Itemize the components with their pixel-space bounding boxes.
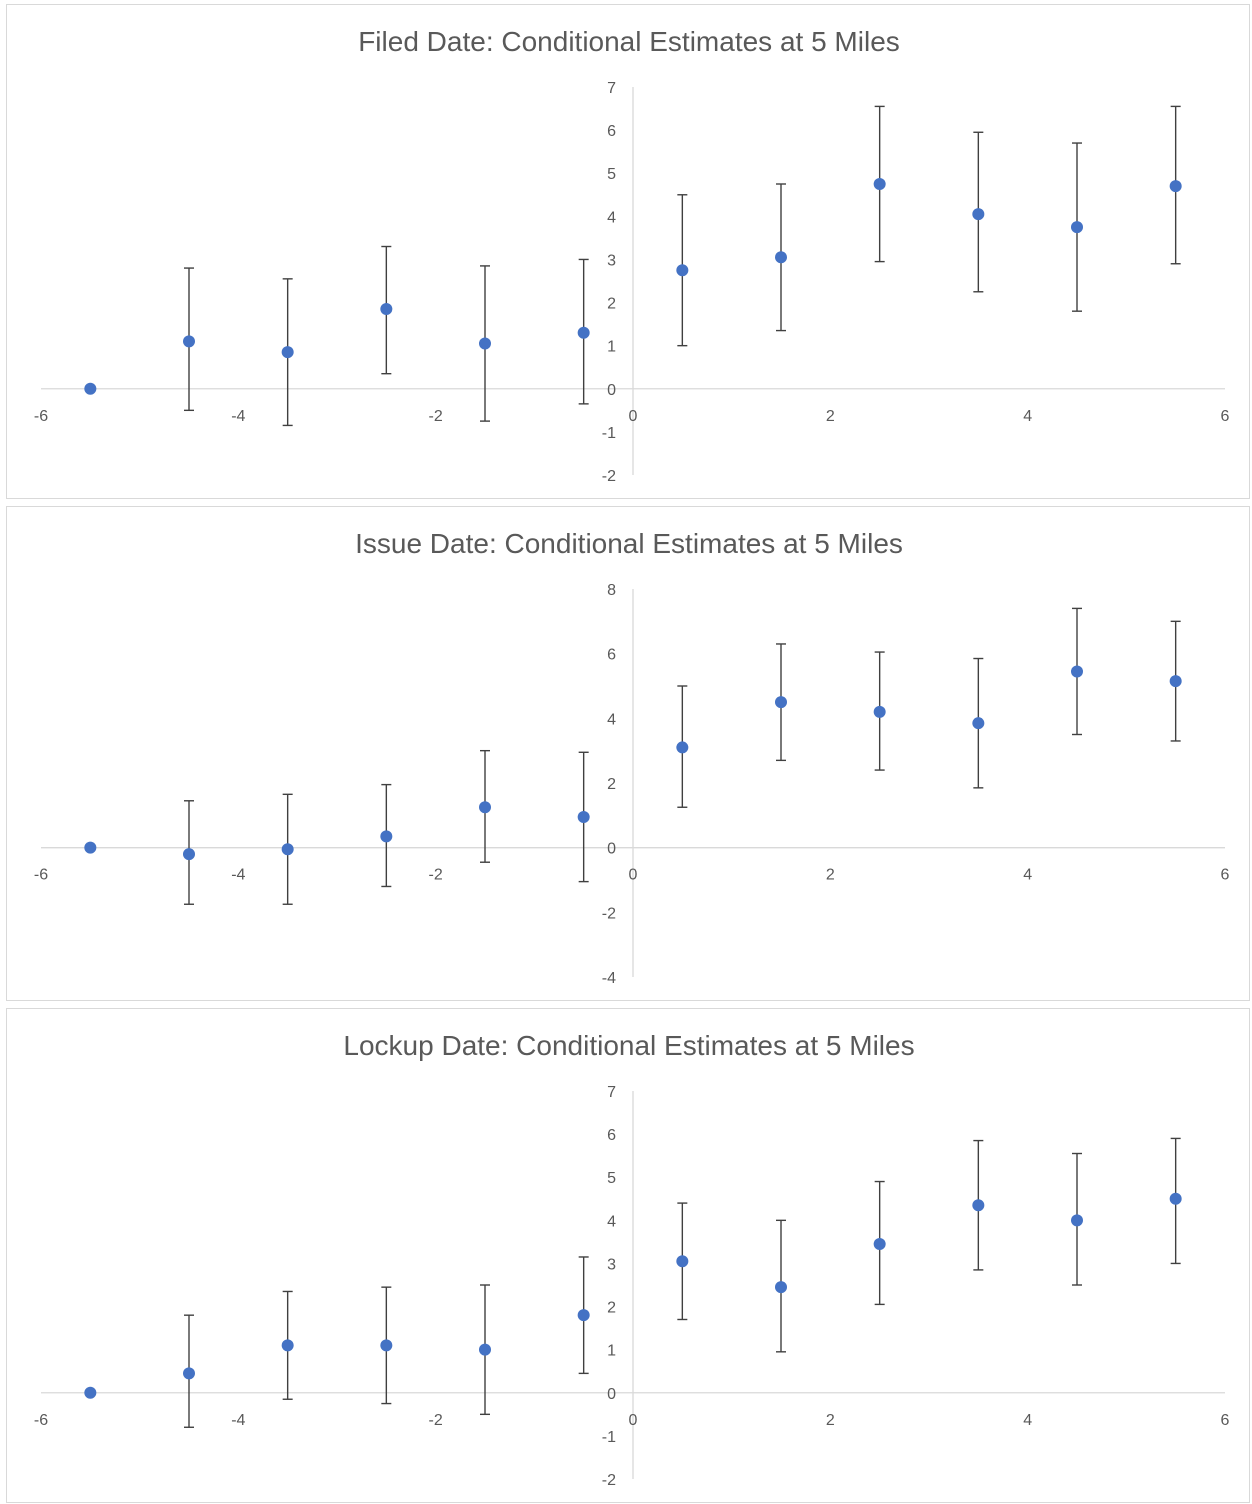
data-point: [972, 717, 985, 730]
data-point: [1071, 665, 1083, 678]
x-tick-label: 0: [629, 867, 638, 884]
x-tick-label: 6: [1221, 1412, 1230, 1429]
y-tick-label: -1: [602, 425, 616, 442]
y-tick-label: 0: [607, 841, 616, 858]
y-tick-label: 1: [607, 1343, 616, 1360]
y-tick-label: 4: [607, 209, 616, 226]
data-point: [479, 1343, 491, 1356]
x-tick-label: -6: [34, 408, 48, 425]
data-point: [84, 1386, 97, 1399]
plot-area: -6 -4 -2 0 2 4 6 -2 -1 0 1 2 3 4 5 6 7: [34, 1084, 1230, 1489]
x-tick-label: 4: [1023, 867, 1032, 884]
filed-date-chart: Filed Date: Conditional Estimates at 5 M…: [6, 4, 1250, 499]
y-tick-label: -1: [602, 1429, 616, 1446]
data-point: [577, 326, 590, 339]
y-tick-label: 6: [607, 123, 616, 140]
plot-area: -6 -4 -2 0 2 4 6 -4 -2 0 2 4 6 8: [34, 582, 1230, 987]
data-point: [479, 337, 491, 350]
y-tick-label: 3: [607, 252, 616, 269]
data-point: [1169, 180, 1182, 193]
x-tick-label: -6: [34, 1412, 48, 1429]
data-point: [873, 705, 886, 718]
data-point: [281, 346, 294, 359]
x-tick-label: 2: [826, 867, 835, 884]
x-tick-label: 0: [629, 408, 638, 425]
x-tick-label: -4: [231, 408, 245, 425]
data-point: [281, 1339, 294, 1352]
chart-title: Issue Date: Conditional Estimates at 5 M…: [355, 528, 903, 559]
data-point: [577, 1309, 590, 1322]
y-tick-label: 0: [607, 1386, 616, 1403]
y-tick-label: 4: [607, 711, 616, 728]
data-point: [577, 810, 590, 823]
y-tick-label: 2: [607, 776, 616, 793]
y-tick-label: 4: [607, 1213, 616, 1230]
y-tick-label: -2: [602, 468, 616, 485]
x-tick-label: 6: [1221, 408, 1230, 425]
y-tick-label: 5: [607, 1170, 616, 1187]
y-tick-label: 2: [607, 1300, 616, 1317]
x-tick-label: -6: [34, 867, 48, 884]
data-point: [1071, 221, 1083, 234]
x-tick-label: 6: [1221, 867, 1230, 884]
chart-title: Lockup Date: Conditional Estimates at 5 …: [343, 1030, 914, 1061]
data-point: [281, 843, 294, 856]
data-point: [380, 1339, 393, 1352]
x-tick-label: -4: [231, 1412, 245, 1429]
y-tick-label: 7: [607, 80, 616, 97]
y-tick-label: 3: [607, 1256, 616, 1273]
data-point: [775, 696, 787, 709]
issue-date-chart-svg: Issue Date: Conditional Estimates at 5 M…: [34, 528, 1230, 987]
data-point: [380, 303, 393, 316]
data-point: [1071, 1214, 1083, 1227]
y-tick-label: 8: [607, 582, 616, 599]
lockup-date-chart: Lockup Date: Conditional Estimates at 5 …: [6, 1008, 1250, 1503]
x-tick-label: 0: [629, 1412, 638, 1429]
y-tick-label: -2: [602, 1472, 616, 1489]
x-tick-label: -4: [231, 867, 245, 884]
data-point: [873, 178, 886, 190]
data-point: [479, 801, 491, 814]
data-point: [676, 1255, 689, 1268]
y-tick-label: -4: [602, 970, 616, 987]
x-tick-label: -2: [429, 1412, 443, 1429]
x-tick-label: 4: [1023, 408, 1032, 425]
y-tick-label: -2: [602, 905, 616, 922]
data-point: [183, 335, 195, 348]
data-point: [873, 1238, 886, 1251]
y-tick-label: 7: [607, 1084, 616, 1101]
y-tick-label: 0: [607, 382, 616, 399]
data-point: [1169, 675, 1182, 688]
data-point: [84, 382, 97, 395]
x-tick-label: 4: [1023, 1412, 1032, 1429]
y-tick-label: 2: [607, 296, 616, 313]
filed-date-chart-svg: Filed Date: Conditional Estimates at 5 M…: [34, 26, 1230, 485]
x-tick-label: -2: [429, 408, 443, 425]
data-point: [183, 1367, 195, 1380]
data-point: [183, 848, 195, 861]
y-tick-label: 6: [607, 1127, 616, 1144]
chart-title: Filed Date: Conditional Estimates at 5 M…: [358, 26, 900, 57]
y-tick-label: 6: [607, 647, 616, 664]
y-tick-label: 1: [607, 339, 616, 356]
lockup-date-chart-svg: Lockup Date: Conditional Estimates at 5 …: [34, 1030, 1230, 1489]
data-point: [775, 251, 787, 264]
x-tick-label: 2: [826, 1412, 835, 1429]
plot-area: -6 -4 -2 0 2 4 6 -2 -1 0 1 2 3 4 5 6 7: [34, 80, 1230, 485]
data-point: [972, 208, 985, 221]
data-point: [380, 830, 393, 843]
data-point: [676, 264, 689, 277]
data-point: [84, 841, 97, 854]
data-point: [676, 741, 689, 754]
data-point: [775, 1281, 787, 1294]
y-tick-label: 5: [607, 166, 616, 183]
issue-date-chart: Issue Date: Conditional Estimates at 5 M…: [6, 506, 1250, 1001]
x-tick-label: 2: [826, 408, 835, 425]
data-point: [972, 1199, 985, 1212]
data-point: [1169, 1192, 1182, 1205]
x-tick-label: -2: [429, 867, 443, 884]
